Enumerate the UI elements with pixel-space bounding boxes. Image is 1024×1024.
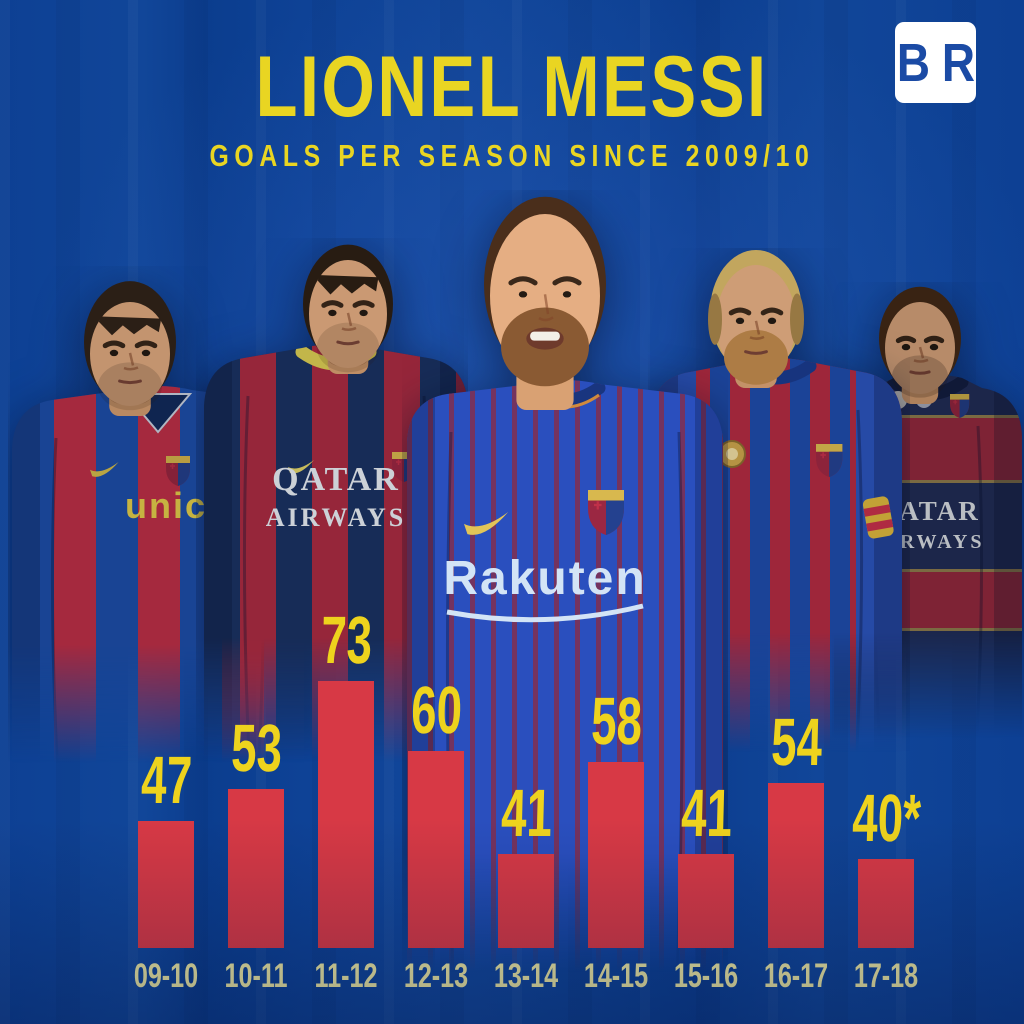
head	[879, 286, 961, 398]
club-crest-icon	[166, 456, 190, 486]
bar-rect	[678, 854, 734, 948]
bar-rect	[858, 859, 914, 948]
bar-rect	[588, 762, 644, 948]
bar-rect	[498, 854, 554, 948]
bar-season-label: 17-18	[853, 957, 919, 995]
head	[84, 281, 176, 411]
jersey-sponsor-text: AIRWAYS	[266, 503, 407, 532]
bar-season-label: 09-10	[133, 957, 199, 995]
head	[303, 244, 393, 373]
bar-season-label: 16-17	[763, 957, 829, 995]
bar-season-label: 12-13	[403, 957, 469, 995]
bar-value-label: 58	[590, 684, 643, 760]
bar-17-18: 40* 17-18	[852, 781, 922, 993]
bar-rect	[138, 821, 194, 948]
header: LIONEL MESSI GOALS PER SEASON SINCE 2009…	[0, 44, 1024, 171]
bar-rect	[318, 681, 374, 948]
bar-value-label: 47	[140, 743, 193, 819]
sponsor-underline	[446, 603, 644, 623]
bar-season-label: 11-12	[314, 957, 378, 995]
bar-09-10: 47 09-10	[134, 743, 198, 993]
bar-value-label: 54	[770, 705, 823, 781]
bar-rect	[408, 751, 464, 948]
nike-swoosh-icon	[288, 460, 314, 474]
bar-value-label: 41	[500, 776, 553, 852]
bar-value-label: 73	[320, 603, 373, 679]
bar-12-13: 60 12-13	[404, 673, 468, 993]
bar-rect	[228, 789, 284, 948]
bar-season-label: 10-11	[224, 957, 288, 995]
bar-rect	[768, 783, 824, 948]
club-crest-icon	[950, 394, 970, 418]
page-subtitle: GOALS PER SEASON SINCE 2009/10	[209, 138, 815, 173]
club-crest-icon	[588, 490, 624, 535]
jersey-sponsor-text: Rakuten	[443, 552, 646, 605]
bar-16-17: 54 16-17	[764, 705, 828, 993]
bar-14-15: 58 14-15	[584, 684, 648, 993]
bar-season-label: 14-15	[583, 957, 649, 995]
bar-15-16: 41 15-16	[674, 776, 738, 993]
page-title: LIONEL MESSI	[255, 39, 769, 135]
logo-letter-r: R	[941, 32, 975, 93]
bleacher-report-logo: B R	[895, 22, 976, 103]
head	[708, 249, 804, 385]
bar-season-label: 15-16	[673, 957, 739, 995]
bar-10-11: 53 10-11	[225, 711, 288, 993]
bar-value-label: 41	[680, 776, 733, 852]
bar-value-label: 53	[230, 711, 283, 787]
captain-armband	[862, 496, 894, 539]
bar-season-label: 13-14	[493, 957, 559, 995]
bar-value-label: 40*	[851, 781, 922, 857]
head	[484, 196, 606, 387]
logo-letter-b: B	[896, 32, 930, 93]
nike-swoosh-icon	[464, 512, 509, 535]
bar-value-label: 60	[410, 673, 463, 749]
nike-swoosh-icon	[90, 462, 119, 477]
club-crest-icon	[816, 444, 843, 477]
bar-13-14: 41 13-14	[494, 776, 558, 993]
bar-11-12: 73 11-12	[315, 603, 378, 993]
jersey-sponsor-text: QATAR	[272, 461, 400, 498]
